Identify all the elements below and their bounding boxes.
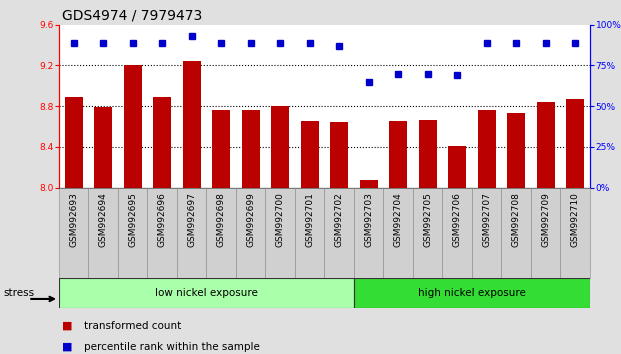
Text: ■: ■ xyxy=(62,321,73,331)
Text: transformed count: transformed count xyxy=(84,321,181,331)
Text: GSM992704: GSM992704 xyxy=(394,192,402,247)
Text: GSM992708: GSM992708 xyxy=(512,192,520,247)
FancyBboxPatch shape xyxy=(354,188,383,278)
Text: GSM992695: GSM992695 xyxy=(129,192,137,247)
Bar xyxy=(212,110,230,188)
Bar xyxy=(507,113,525,188)
Text: GSM992703: GSM992703 xyxy=(365,192,373,247)
Bar xyxy=(183,62,201,188)
Text: high nickel exposure: high nickel exposure xyxy=(418,288,526,298)
Text: GSM992707: GSM992707 xyxy=(483,192,491,247)
Bar xyxy=(301,121,319,188)
FancyBboxPatch shape xyxy=(354,278,590,308)
Bar xyxy=(389,121,407,188)
Text: GSM992710: GSM992710 xyxy=(571,192,579,247)
Bar xyxy=(124,65,142,188)
Text: GSM992696: GSM992696 xyxy=(158,192,166,247)
Text: GSM992700: GSM992700 xyxy=(276,192,284,247)
Text: stress: stress xyxy=(3,288,34,298)
FancyBboxPatch shape xyxy=(59,278,354,308)
Text: percentile rank within the sample: percentile rank within the sample xyxy=(84,342,260,352)
Bar xyxy=(360,181,378,188)
Bar xyxy=(153,97,171,188)
Bar xyxy=(478,110,496,188)
Bar xyxy=(94,107,112,188)
Text: GSM992705: GSM992705 xyxy=(424,192,432,247)
FancyBboxPatch shape xyxy=(59,188,88,278)
FancyBboxPatch shape xyxy=(442,188,472,278)
FancyBboxPatch shape xyxy=(413,188,442,278)
FancyBboxPatch shape xyxy=(295,188,324,278)
FancyBboxPatch shape xyxy=(236,188,265,278)
Bar xyxy=(566,99,584,188)
Bar xyxy=(271,106,289,188)
FancyBboxPatch shape xyxy=(118,188,147,278)
FancyBboxPatch shape xyxy=(147,188,177,278)
FancyBboxPatch shape xyxy=(531,188,560,278)
Text: GSM992701: GSM992701 xyxy=(306,192,314,247)
Text: ■: ■ xyxy=(62,342,73,352)
Text: GSM992699: GSM992699 xyxy=(247,192,255,247)
Text: GSM992709: GSM992709 xyxy=(542,192,550,247)
Bar xyxy=(448,146,466,188)
Text: GSM992698: GSM992698 xyxy=(217,192,225,247)
FancyBboxPatch shape xyxy=(265,188,295,278)
Text: GSM992697: GSM992697 xyxy=(188,192,196,247)
FancyBboxPatch shape xyxy=(560,188,590,278)
Bar xyxy=(537,102,555,188)
Text: GSM992694: GSM992694 xyxy=(99,192,107,247)
Text: GSM992702: GSM992702 xyxy=(335,192,343,247)
Bar xyxy=(65,97,83,188)
FancyBboxPatch shape xyxy=(177,188,206,278)
Text: low nickel exposure: low nickel exposure xyxy=(155,288,258,298)
Bar xyxy=(330,122,348,188)
Text: GDS4974 / 7979473: GDS4974 / 7979473 xyxy=(62,9,202,23)
Text: GSM992693: GSM992693 xyxy=(70,192,78,247)
Bar xyxy=(419,120,437,188)
FancyBboxPatch shape xyxy=(324,188,354,278)
Bar xyxy=(242,110,260,188)
FancyBboxPatch shape xyxy=(472,188,501,278)
FancyBboxPatch shape xyxy=(206,188,236,278)
Text: GSM992706: GSM992706 xyxy=(453,192,461,247)
FancyBboxPatch shape xyxy=(88,188,118,278)
FancyBboxPatch shape xyxy=(383,188,413,278)
FancyBboxPatch shape xyxy=(501,188,531,278)
